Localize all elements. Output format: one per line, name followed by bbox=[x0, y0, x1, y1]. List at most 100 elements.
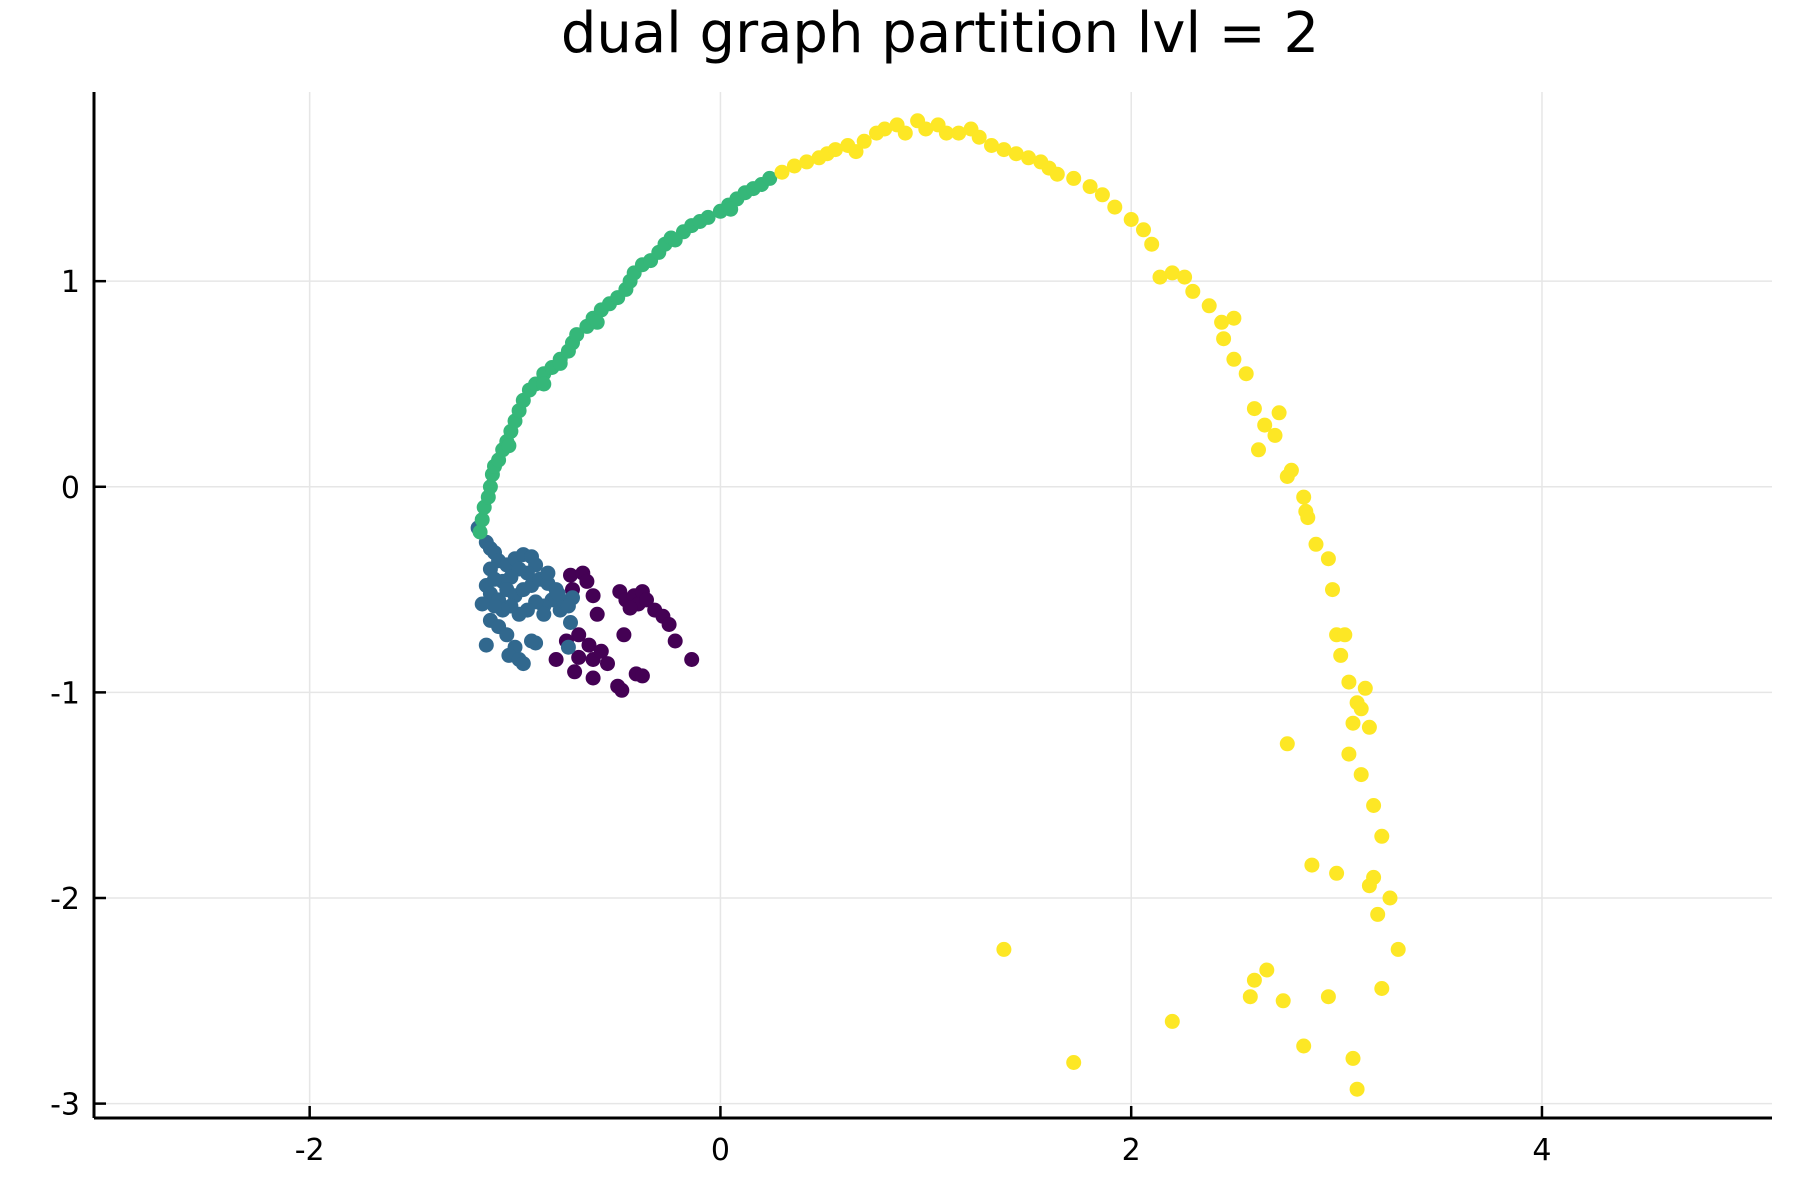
data-point bbox=[1226, 351, 1242, 367]
data-point bbox=[569, 327, 585, 343]
data-point bbox=[1390, 941, 1406, 957]
data-point bbox=[1300, 510, 1316, 526]
data-point bbox=[1325, 582, 1340, 598]
data-point bbox=[589, 606, 605, 622]
data-point bbox=[1107, 199, 1123, 215]
data-point bbox=[581, 637, 597, 653]
data-point bbox=[1382, 890, 1398, 906]
y-tick-label: -2 bbox=[50, 882, 80, 917]
data-point bbox=[614, 682, 630, 698]
data-point bbox=[1177, 269, 1193, 285]
y-tick-label: -1 bbox=[50, 676, 80, 711]
data-point bbox=[1345, 1050, 1361, 1066]
data-point bbox=[1066, 1055, 1082, 1070]
data-point bbox=[622, 600, 638, 616]
data-point bbox=[1257, 417, 1273, 433]
data-point bbox=[799, 154, 815, 170]
data-point bbox=[1349, 1081, 1365, 1097]
y-tick-label: 0 bbox=[61, 471, 80, 506]
data-point bbox=[616, 627, 632, 643]
axes bbox=[92, 92, 1772, 1120]
data-point bbox=[515, 656, 531, 672]
data-point bbox=[1320, 989, 1336, 1005]
data-point bbox=[589, 314, 605, 330]
data-point bbox=[1049, 166, 1065, 182]
data-point bbox=[1275, 993, 1291, 1009]
data-point bbox=[1370, 906, 1386, 922]
data-point bbox=[1374, 828, 1390, 844]
data-point bbox=[1152, 269, 1168, 285]
data-point bbox=[918, 121, 934, 137]
data-point bbox=[1259, 962, 1275, 978]
data-point bbox=[984, 138, 999, 153]
data-point bbox=[478, 637, 494, 653]
data-point bbox=[472, 524, 488, 540]
data-point bbox=[482, 479, 498, 495]
data-point bbox=[1251, 442, 1266, 458]
data-point bbox=[667, 232, 683, 248]
series-2 bbox=[472, 170, 778, 540]
data-point bbox=[571, 649, 587, 665]
data-point bbox=[1226, 310, 1242, 326]
data-point bbox=[723, 201, 739, 217]
data-point bbox=[1308, 536, 1324, 552]
data-point bbox=[667, 633, 683, 649]
data-point bbox=[762, 170, 778, 186]
data-point bbox=[600, 656, 615, 672]
data-point bbox=[1296, 1038, 1312, 1054]
data-point bbox=[877, 121, 893, 137]
data-point bbox=[774, 164, 790, 180]
data-point bbox=[1304, 857, 1320, 873]
data-point bbox=[1066, 170, 1082, 186]
data-point bbox=[1238, 366, 1254, 382]
data-point bbox=[1341, 674, 1357, 690]
data-point bbox=[474, 512, 490, 528]
grid bbox=[94, 92, 1772, 1118]
data-point bbox=[552, 355, 568, 371]
series-3 bbox=[774, 113, 1406, 1097]
data-point bbox=[501, 438, 517, 454]
chart-title: dual graph partition lvl = 2 bbox=[561, 1, 1319, 66]
data-point bbox=[1164, 1013, 1180, 1029]
data-point bbox=[1144, 236, 1160, 252]
data-point bbox=[1267, 427, 1283, 443]
x-tick-label: 2 bbox=[1122, 1133, 1141, 1168]
data-point bbox=[938, 125, 954, 141]
data-point bbox=[536, 606, 552, 622]
data-point bbox=[1320, 551, 1336, 567]
data-point bbox=[585, 588, 601, 604]
data-point bbox=[1374, 981, 1390, 996]
y-tick-label: -3 bbox=[50, 1088, 80, 1123]
x-tick-label: 0 bbox=[711, 1133, 730, 1168]
data-point bbox=[856, 133, 872, 149]
data-point bbox=[1333, 647, 1349, 663]
series-1 bbox=[470, 520, 580, 672]
data-point bbox=[1329, 865, 1345, 881]
data-point bbox=[848, 144, 864, 160]
data-point bbox=[563, 615, 578, 630]
data-point bbox=[996, 142, 1012, 158]
data-point bbox=[634, 668, 650, 684]
data-point bbox=[1279, 736, 1295, 752]
data-point bbox=[487, 598, 502, 614]
data-point bbox=[540, 565, 556, 581]
data-point bbox=[684, 652, 700, 667]
data-point bbox=[827, 142, 843, 158]
data-point bbox=[536, 376, 552, 392]
x-tick-label: 4 bbox=[1532, 1133, 1551, 1168]
data-point bbox=[1214, 314, 1230, 330]
data-point bbox=[786, 158, 802, 174]
data-point bbox=[1361, 878, 1377, 894]
data-point bbox=[661, 617, 677, 632]
data-point bbox=[1185, 283, 1201, 299]
data-point bbox=[1136, 222, 1151, 238]
data-point bbox=[1283, 462, 1299, 478]
data-point bbox=[1361, 719, 1377, 735]
data-point bbox=[1246, 401, 1262, 417]
data-point bbox=[550, 586, 566, 602]
data-point bbox=[563, 567, 578, 583]
data-point bbox=[1345, 715, 1361, 731]
data-point bbox=[1353, 767, 1369, 783]
data-point bbox=[897, 125, 913, 141]
series-0 bbox=[548, 565, 700, 698]
